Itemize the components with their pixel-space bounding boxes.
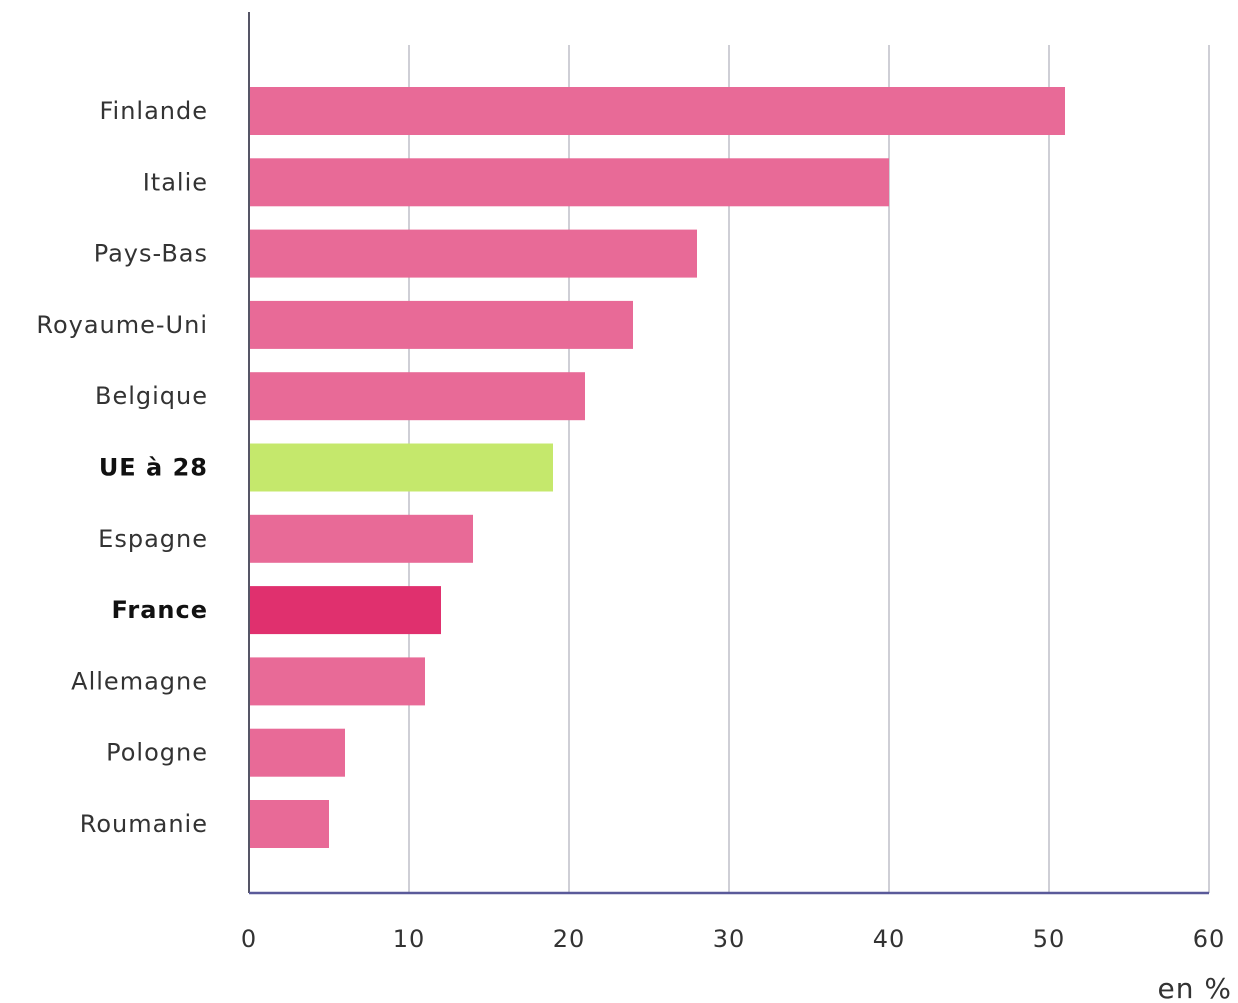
bar-france (249, 586, 441, 635)
category-labels: Finlande Italie Pays-Bas Royaume-Uni Belgiqu… (36, 97, 208, 838)
bar-belgique (249, 372, 585, 421)
bars (249, 87, 1065, 848)
x-tick-label: 40 (873, 925, 906, 953)
bar-pays-bas (249, 229, 697, 278)
x-unit-label: en % (1158, 972, 1232, 1003)
category-label: France (112, 596, 208, 624)
x-tick-label: 30 (713, 925, 746, 953)
category-label: UE à 28 (99, 454, 208, 482)
x-tick-label: 60 (1193, 925, 1226, 953)
x-tick-label: 50 (1033, 925, 1066, 953)
x-tick-label: 10 (393, 925, 426, 953)
axes (248, 12, 1209, 895)
bar-royaume-uni (249, 300, 633, 349)
category-label: Italie (143, 168, 208, 196)
category-label: Espagne (98, 525, 208, 553)
category-label: Roumanie (80, 810, 208, 838)
bar-finlande (249, 87, 1065, 135)
category-label: Belgique (95, 382, 208, 410)
category-label: Allemagne (71, 667, 208, 695)
bar-allemagne (249, 657, 425, 706)
bar-italie (249, 158, 889, 207)
bar-ue-28 (249, 443, 553, 492)
tick-labels: 0 10 20 30 40 50 60 (241, 925, 1226, 953)
category-label: Pays-Bas (94, 240, 208, 268)
category-label: Pologne (106, 739, 208, 767)
bar-roumanie (249, 800, 329, 848)
bar-pologne (249, 728, 345, 777)
x-tick-label: 0 (241, 925, 257, 953)
category-label: Royaume-Uni (36, 311, 208, 339)
x-tick-label: 20 (553, 925, 586, 953)
bar-espagne (249, 514, 473, 563)
category-label: Finlande (99, 97, 208, 125)
